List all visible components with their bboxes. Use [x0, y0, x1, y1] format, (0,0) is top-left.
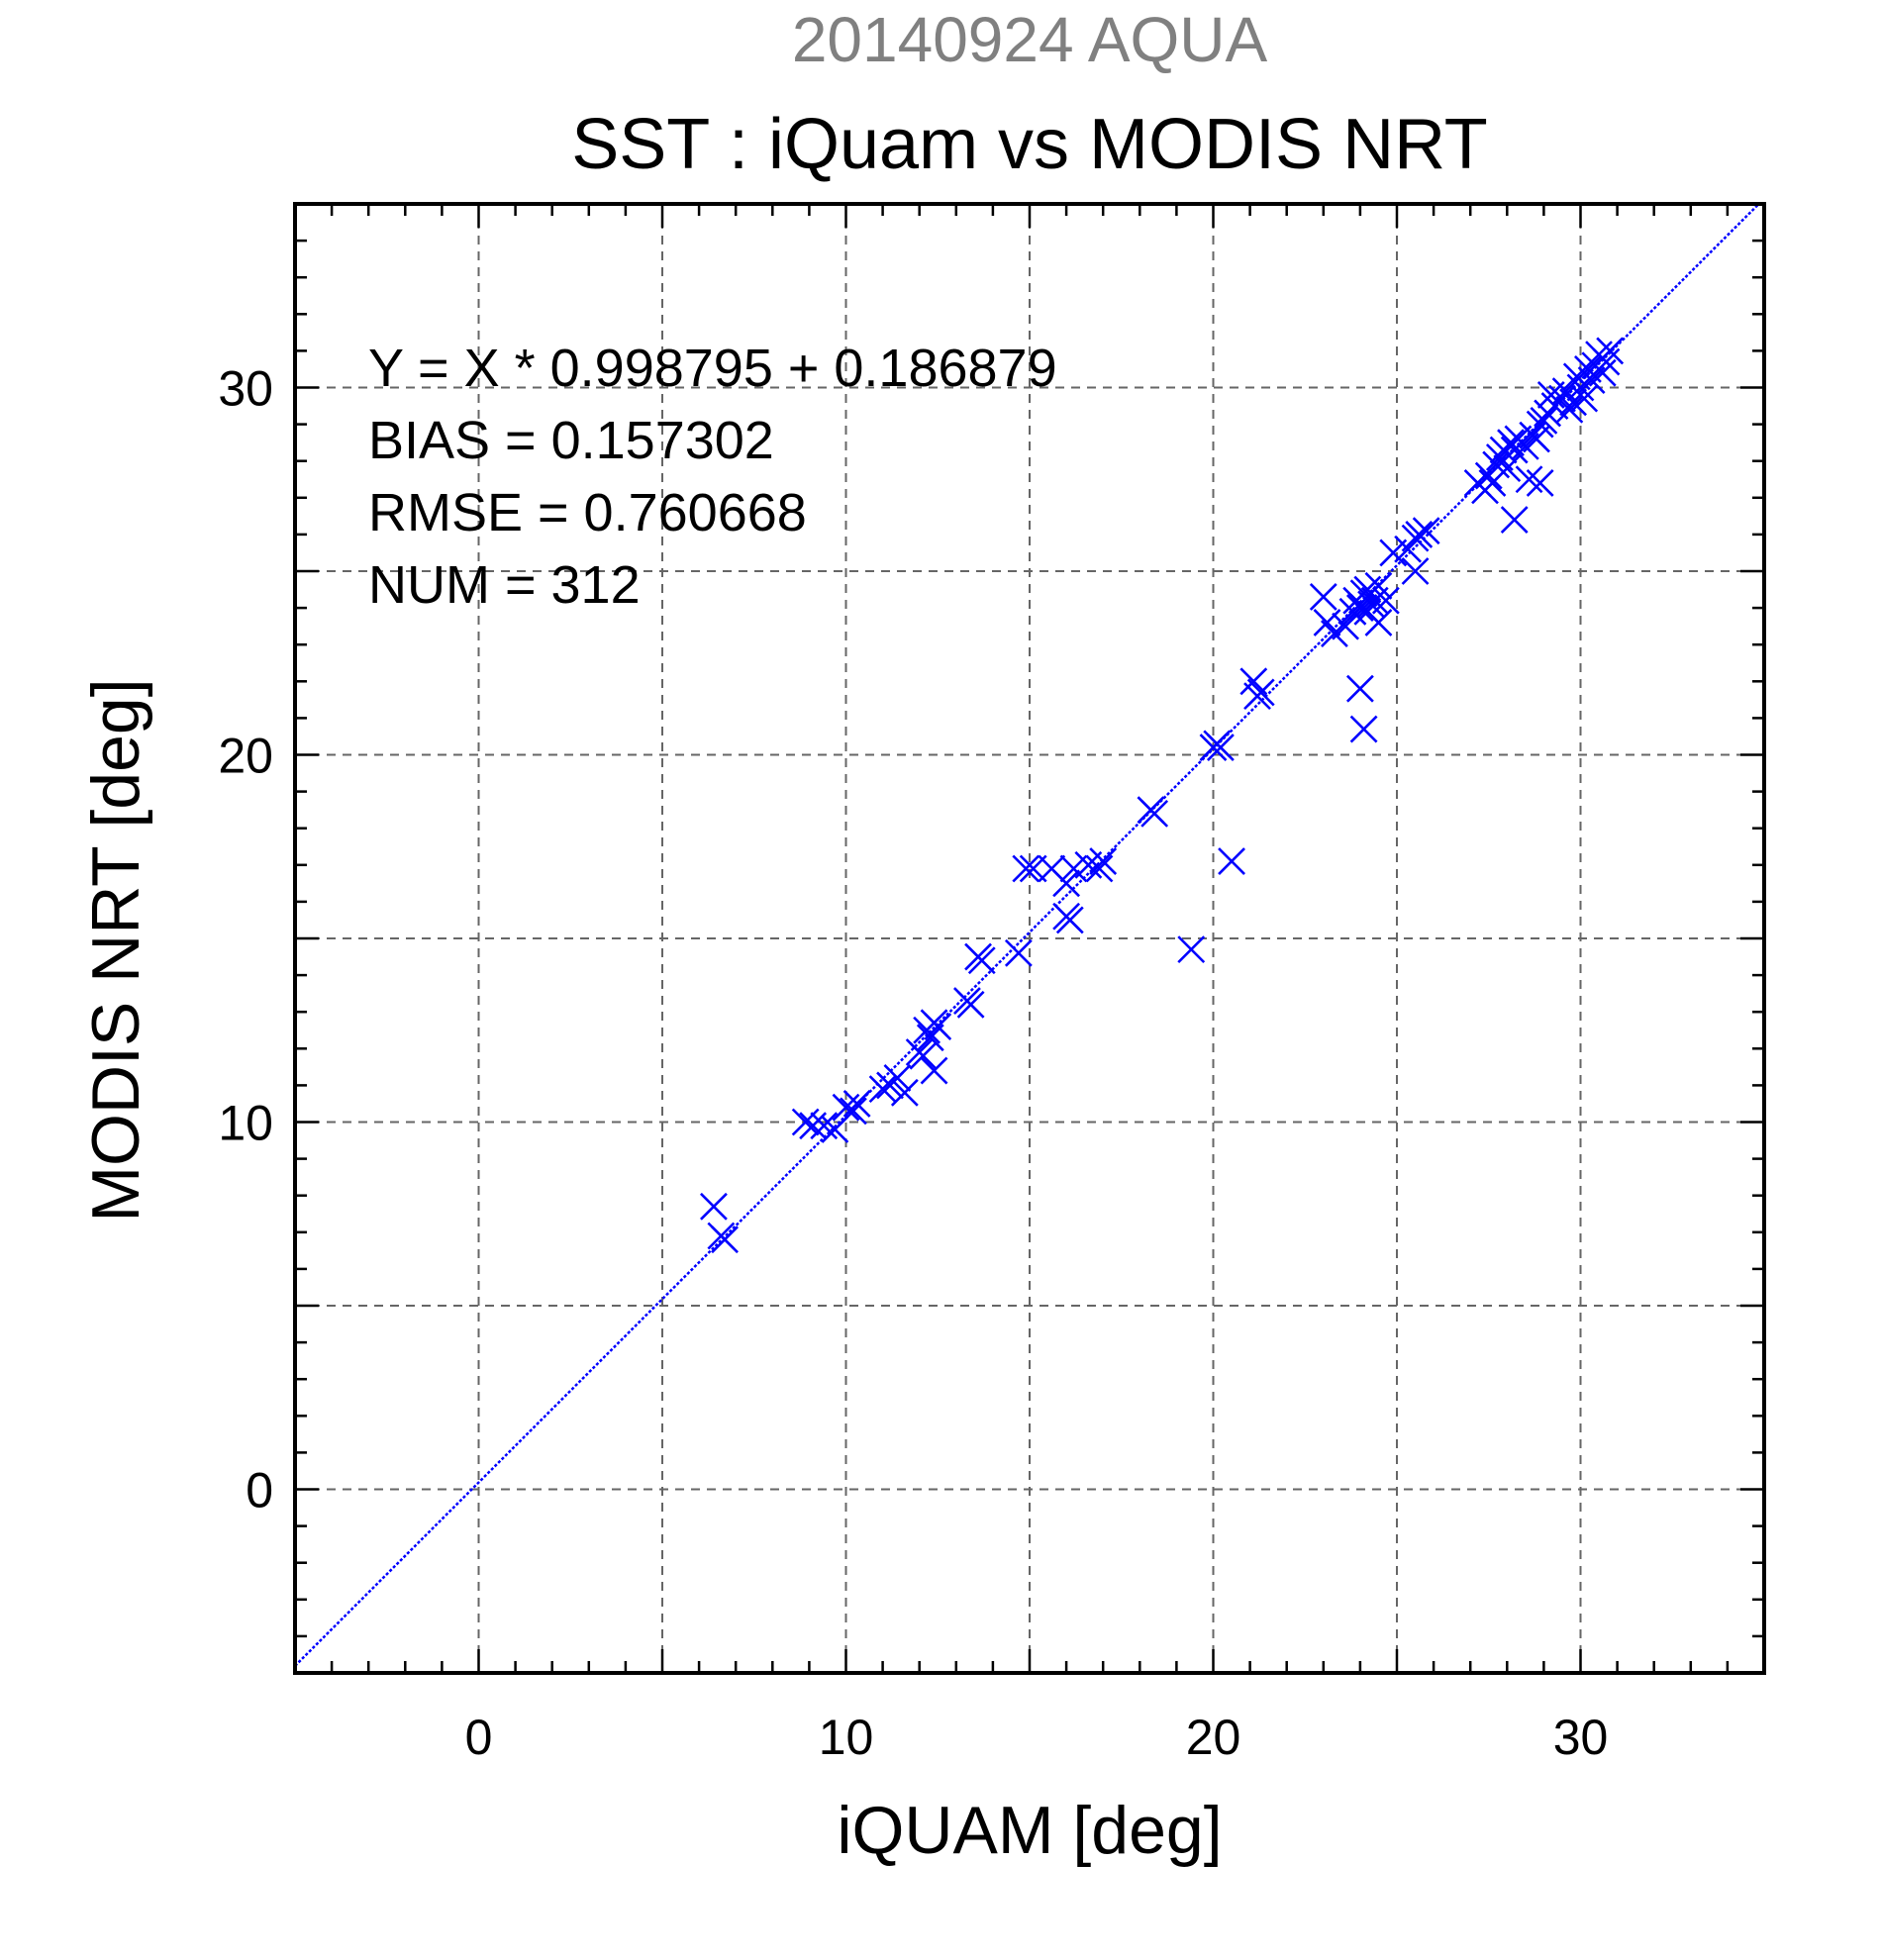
- data-point: [832, 1093, 860, 1122]
- data-point: [1239, 667, 1268, 696]
- tick-labels: 0 10 20 30 0 10 20 30: [218, 361, 1608, 1766]
- data-point: [711, 1225, 739, 1254]
- data-point: [1526, 469, 1554, 497]
- data-point: [1570, 384, 1599, 413]
- data-point: [1371, 586, 1400, 615]
- x-tick-label: 0: [465, 1710, 493, 1765]
- data-point: [1140, 799, 1169, 828]
- data-point: [1482, 450, 1511, 479]
- data-point: [1592, 347, 1621, 376]
- data-point: [842, 1090, 871, 1118]
- data-point: [1596, 337, 1625, 365]
- data-point: [840, 1097, 867, 1126]
- data-point: [1349, 715, 1378, 743]
- stat-num: NUM = 312: [368, 555, 641, 615]
- grid-lines: [295, 204, 1764, 1673]
- data-point: [1085, 854, 1114, 883]
- data-point: [1530, 406, 1558, 435]
- data-point: [1588, 358, 1617, 387]
- chart-title: SST : iQuam vs MODIS NRT: [571, 105, 1488, 184]
- data-point: [1500, 506, 1529, 534]
- data-point: [1089, 847, 1118, 876]
- stat-bias: BIAS = 0.157302: [368, 411, 774, 470]
- y-tick-label: 10: [218, 1096, 273, 1151]
- data-point: [1177, 935, 1206, 964]
- plot-frame: [293, 202, 1766, 1675]
- y-tick-label: 20: [218, 729, 273, 784]
- data-point: [1004, 938, 1033, 967]
- data-point: [1500, 436, 1529, 464]
- data-point: [967, 946, 996, 975]
- data-point: [1405, 520, 1434, 548]
- data-point: [1012, 854, 1040, 883]
- x-axis-label: iQUAM [deg]: [837, 1793, 1222, 1868]
- data-point: [1412, 517, 1440, 545]
- data-point: [1515, 465, 1543, 494]
- data-point: [1364, 571, 1393, 600]
- data-point: [890, 1078, 919, 1107]
- data-point: [791, 1108, 820, 1136]
- data-point: [1309, 583, 1337, 611]
- data-point: [1555, 395, 1584, 424]
- data-points: [700, 337, 1625, 1254]
- data-point: [920, 1056, 948, 1085]
- data-point: [1055, 906, 1084, 934]
- regression-stats: Y = X * 0.998795 + 0.186879 BIAS = 0.157…: [368, 339, 1057, 615]
- x-tick-label: 20: [1186, 1710, 1241, 1765]
- data-point: [1364, 609, 1393, 637]
- stat-fit-equation: Y = X * 0.998795 + 0.186879: [368, 339, 1057, 398]
- data-point: [883, 1064, 912, 1092]
- y-tick-label: 30: [218, 361, 273, 417]
- data-point: [909, 1041, 938, 1070]
- data-point: [810, 1112, 839, 1140]
- x-tick-label: 30: [1553, 1710, 1609, 1765]
- y-tick-label: 0: [246, 1463, 273, 1519]
- data-point: [1345, 674, 1374, 703]
- data-point: [1052, 869, 1081, 898]
- data-point: [1218, 847, 1245, 876]
- stat-rmse: RMSE = 0.760668: [368, 483, 807, 542]
- data-point: [1338, 597, 1367, 626]
- y-axis-label: MODIS NRT [deg]: [78, 678, 153, 1222]
- data-point: [1401, 557, 1430, 585]
- data-point: [956, 990, 985, 1019]
- data-point: [1559, 388, 1587, 417]
- data-point: [700, 1192, 728, 1221]
- data-point: [1493, 454, 1522, 483]
- x-tick-label: 10: [819, 1710, 874, 1765]
- data-point: [1207, 734, 1235, 761]
- chart-suptitle: 20140924 AQUA: [792, 4, 1268, 75]
- data-point: [924, 1013, 952, 1040]
